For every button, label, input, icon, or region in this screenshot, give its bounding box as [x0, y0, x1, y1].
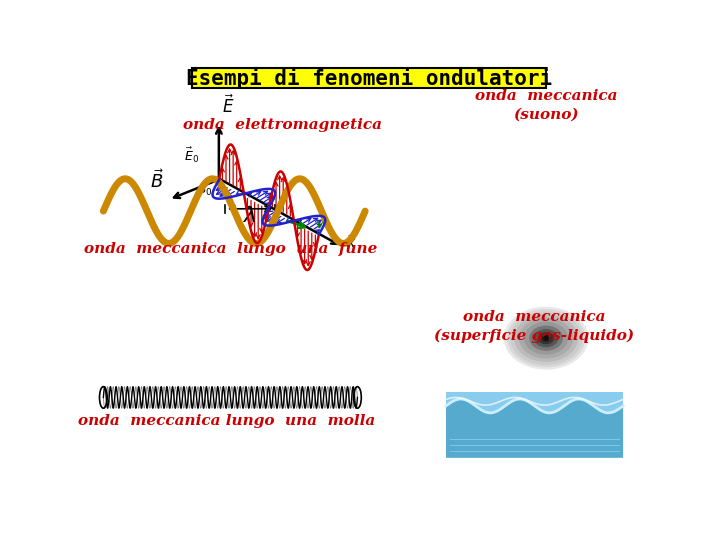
FancyBboxPatch shape [192, 68, 546, 88]
Ellipse shape [542, 335, 550, 341]
FancyBboxPatch shape [446, 392, 623, 457]
Text: onda  meccanica
(suono): onda meccanica (suono) [475, 90, 617, 122]
Text: $\vec{E}_0$: $\vec{E}_0$ [184, 146, 199, 165]
Text: onda  meccanica
(superficie gas-liquido): onda meccanica (superficie gas-liquido) [434, 310, 634, 343]
Ellipse shape [539, 333, 554, 343]
Text: $\vec{v}$: $\vec{v}$ [315, 215, 325, 232]
Ellipse shape [515, 315, 577, 361]
Ellipse shape [544, 336, 549, 340]
Text: $\vec{B}$: $\vec{B}$ [150, 169, 164, 192]
Ellipse shape [520, 319, 572, 358]
Text: onda  meccanica lungo  una  molla: onda meccanica lungo una molla [78, 414, 375, 428]
Polygon shape [446, 399, 623, 457]
Ellipse shape [525, 322, 567, 354]
Text: $B_0$: $B_0$ [197, 183, 213, 198]
Text: onda  meccanica  lungo  una  fune: onda meccanica lungo una fune [84, 242, 377, 256]
Text: $\lambda$: $\lambda$ [243, 206, 257, 226]
Ellipse shape [505, 307, 588, 369]
Text: Esempi di fenomeni ondulatori: Esempi di fenomeni ondulatori [186, 67, 552, 89]
Ellipse shape [530, 326, 562, 350]
Ellipse shape [510, 312, 582, 365]
Ellipse shape [535, 330, 557, 347]
Ellipse shape [508, 309, 585, 367]
Text: $\vec{x}$: $\vec{x}$ [346, 234, 356, 251]
Text: onda  elettromagnetica: onda elettromagnetica [184, 118, 382, 132]
Text: $\vec{E}$: $\vec{E}$ [222, 94, 235, 117]
